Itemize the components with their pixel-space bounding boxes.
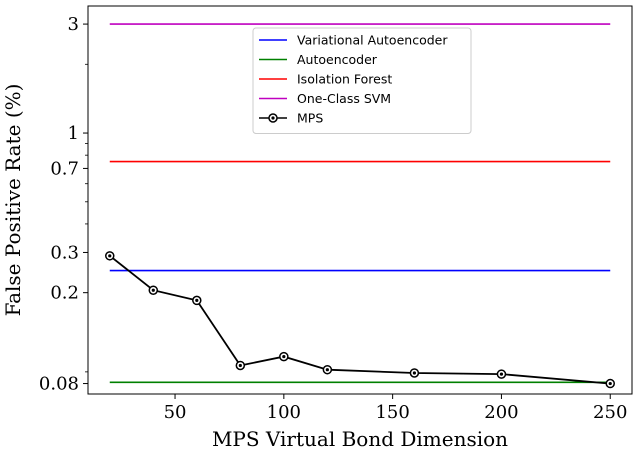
x-tick-label: 100 xyxy=(267,402,301,423)
x-axis-ticks: 50 100 150 200 250 xyxy=(164,394,627,423)
legend-marker-center xyxy=(271,116,275,120)
legend-box xyxy=(252,27,472,134)
x-tick-label: 150 xyxy=(375,402,409,423)
y-tick-label: 0.08 xyxy=(39,374,79,395)
legend-label-2: Isolation Forest xyxy=(297,72,392,87)
legend-label-3: One-Class SVM xyxy=(297,91,391,106)
data-point-center-7 xyxy=(499,372,504,376)
y-tick-label: 0.3 xyxy=(50,242,79,263)
x-tick-label: 200 xyxy=(484,402,518,423)
y-axis-label: False Positive Rate (%) xyxy=(1,84,25,317)
legend-label-0: Variational Autoencoder xyxy=(297,33,448,48)
legend-label-4: MPS xyxy=(297,111,323,126)
y-tick-label: 0.7 xyxy=(50,158,79,179)
data-point-center-5 xyxy=(325,368,329,372)
y-tick-label: 3 xyxy=(68,14,79,35)
data-point-center-6 xyxy=(412,371,416,375)
legend-label-1: Autoencoder xyxy=(297,52,378,67)
y-tick-label: 0.2 xyxy=(50,283,79,304)
data-point-center-3 xyxy=(238,363,242,368)
plot-frame xyxy=(87,5,633,395)
y-tick-label: 1 xyxy=(68,123,79,144)
x-axis-label: MPS Virtual Bond Dimension xyxy=(212,427,508,449)
x-tick-label: 250 xyxy=(593,402,627,423)
plot-lines xyxy=(105,23,615,389)
y-axis-ticks: 3 1 0.7 0.3 0.2 0.08 xyxy=(39,14,88,395)
data-point-center-0 xyxy=(108,254,112,258)
data-point-center-2 xyxy=(195,298,199,303)
series-line-0 xyxy=(109,255,611,385)
data-point-center-4 xyxy=(282,354,286,359)
data-point-center-1 xyxy=(151,288,155,292)
x-tick-label: 50 xyxy=(164,402,187,423)
data-point-center-8 xyxy=(608,381,612,386)
legend: Variational Autoencoder Autoencoder Isolat… xyxy=(252,27,472,134)
